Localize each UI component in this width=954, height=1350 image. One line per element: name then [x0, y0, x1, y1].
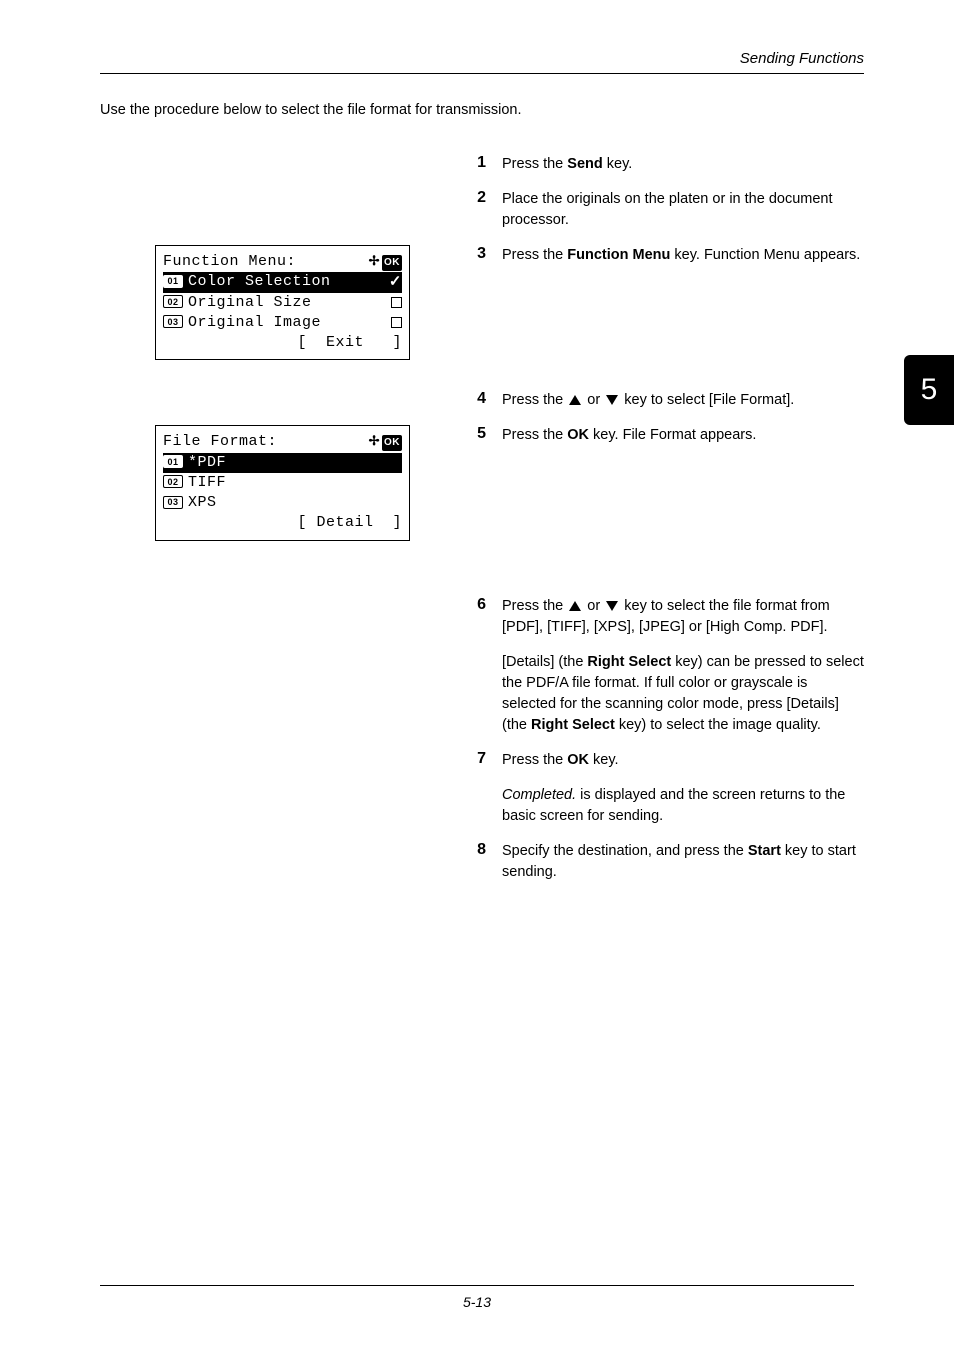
step-text: Press the Send key.: [502, 154, 864, 175]
row-step-3: Function Menu: ✢OK 01Color Selection ✓ 0…: [100, 245, 864, 360]
step-1: 1 Press the Send key.: [460, 154, 864, 175]
up-triangle-icon: [569, 601, 581, 611]
check-icon: ✓: [389, 272, 402, 292]
step-6: 6 Press the or key to select the file fo…: [460, 596, 864, 638]
lcd-function-menu: Function Menu: ✢OK 01Color Selection ✓ 0…: [155, 245, 410, 360]
lcd-item-2: 02TIFF: [163, 473, 402, 493]
page-header: Sending Functions: [100, 50, 864, 74]
checkbox-icon: [391, 297, 402, 308]
step-7: 7 Press the OK key.: [460, 750, 864, 771]
step-4: 4 Press the or key to select [File Forma…: [460, 390, 864, 411]
lcd-title: Function Menu:: [163, 252, 296, 272]
lcd-item-3: 03Original Image: [163, 313, 402, 333]
checkbox-icon: [391, 317, 402, 328]
up-triangle-icon: [569, 395, 581, 405]
down-triangle-icon: [606, 395, 618, 405]
step-num: 5: [460, 425, 486, 443]
step-text: Specify the destination, and press the S…: [502, 841, 864, 883]
lcd-title: File Format:: [163, 432, 277, 452]
row-steps-6-8: 6 Press the or key to select the file fo…: [100, 596, 864, 897]
step-text: Press the Function Menu key. Function Me…: [502, 245, 864, 266]
page: Sending Functions Use the procedure belo…: [0, 0, 954, 1350]
step-text: Press the or key to select [File Format]…: [502, 390, 864, 411]
nav-ok-icon: ✢OK: [369, 252, 402, 272]
step-text: Press the or key to select the file form…: [502, 596, 864, 638]
intro-text: Use the procedure below to select the fi…: [100, 102, 864, 118]
lcd-item-2: 02Original Size: [163, 293, 402, 313]
row-step-5: File Format: ✢OK 01*PDF 02TIFF 03XPS [ D…: [100, 425, 864, 540]
step-text: Place the originals on the platen or in …: [502, 189, 864, 231]
lcd-item-1: 01Color Selection ✓: [163, 272, 402, 292]
step-num: 3: [460, 245, 486, 263]
chapter-tab: 5: [904, 355, 954, 425]
step-6-detail: [Details] (the Right Select key) can be …: [502, 652, 864, 736]
nav-ok-icon: ✢OK: [369, 432, 402, 452]
step-num: 4: [460, 390, 486, 408]
lcd-softkey: [ Detail ]: [163, 513, 402, 533]
lcd-title-row: File Format: ✢OK: [163, 432, 402, 452]
step-num: 6: [460, 596, 486, 614]
lcd-title-row: Function Menu: ✢OK: [163, 252, 402, 272]
step-8: 8 Specify the destination, and press the…: [460, 841, 864, 883]
step-num: 1: [460, 154, 486, 172]
lcd-file-format: File Format: ✢OK 01*PDF 02TIFF 03XPS [ D…: [155, 425, 410, 540]
down-triangle-icon: [606, 601, 618, 611]
step-3: 3 Press the Function Menu key. Function …: [460, 245, 864, 266]
lcd-softkey: [ Exit ]: [163, 333, 402, 353]
lcd-item-1: 01*PDF: [163, 453, 402, 473]
step-num: 8: [460, 841, 486, 859]
step-5: 5 Press the OK key. File Format appears.: [460, 425, 864, 446]
step-text: Press the OK key.: [502, 750, 864, 771]
page-footer: 5-13: [0, 1285, 954, 1310]
step-2: 2 Place the originals on the platen or i…: [460, 189, 864, 231]
step-text: Press the OK key. File Format appears.: [502, 425, 864, 446]
step-num: 2: [460, 189, 486, 207]
page-number: 5-13: [463, 1294, 491, 1310]
step-num: 7: [460, 750, 486, 768]
section-title: Sending Functions: [740, 50, 864, 67]
row-step-4: 4 Press the or key to select [File Forma…: [100, 390, 864, 425]
step-7-detail: Completed. is displayed and the screen r…: [502, 785, 864, 827]
lcd-item-3: 03XPS: [163, 493, 402, 513]
row-steps-1-2: 1 Press the Send key. 2 Place the origin…: [100, 154, 864, 245]
